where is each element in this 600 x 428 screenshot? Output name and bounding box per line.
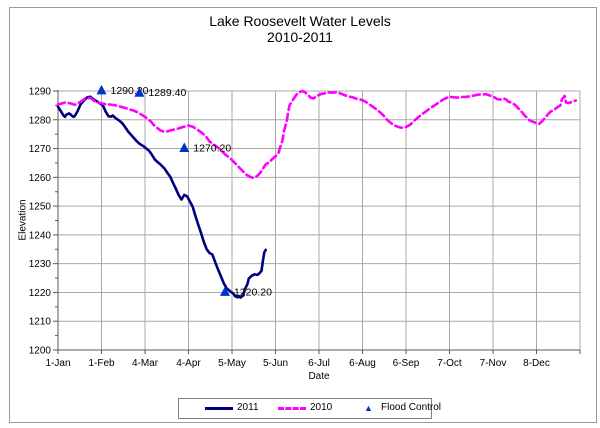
y-axis-title: Elevation — [17, 199, 29, 241]
y-tick-label: 1240 — [29, 230, 52, 241]
chart-title-line2: 2010-2011 — [267, 29, 333, 45]
flood-control-marker — [96, 84, 107, 95]
y-tick-label: 1260 — [29, 173, 52, 184]
y-tick-label: 1270 — [29, 144, 52, 155]
legend-2011-label: 2011 — [237, 402, 259, 413]
legend-2010-label: 2010 — [310, 402, 333, 413]
x-tick-label: 7-Nov — [480, 358, 507, 369]
x-tick-label: 1-Feb — [88, 358, 115, 369]
y-tick-label: 1290 — [29, 87, 52, 98]
chart-title: Lake Roosevelt Water Levels 2010-2011 — [0, 13, 600, 45]
x-tick-label: 6-Aug — [349, 358, 376, 369]
x-tick-label: 4-Apr — [176, 358, 201, 369]
y-tick-label: 1280 — [29, 115, 52, 126]
x-axis-title: Date — [308, 371, 330, 382]
x-tick-label: 6-Jul — [308, 358, 330, 369]
x-tick-label: 7-Oct — [437, 358, 462, 369]
legend-2011-line-sample — [205, 407, 233, 410]
flood-control-marker — [134, 87, 145, 97]
x-tick-label: 5-Jun — [263, 358, 288, 369]
x-tick-label: 1-Jan — [45, 358, 70, 369]
x-tick-label: 4-Mar — [132, 358, 159, 369]
chart-title-line1: Lake Roosevelt Water Levels — [209, 13, 391, 29]
y-tick-label: 1230 — [29, 259, 52, 270]
legend: 2011 2010 ▲ Flood Control — [178, 398, 441, 419]
flood-control-annotation: 1220.20 — [234, 286, 272, 298]
y-tick-label: 1200 — [29, 346, 52, 357]
flood-control-marker — [179, 142, 190, 152]
y-tick-label: 1250 — [29, 202, 52, 213]
x-tick-label: 5-May — [218, 358, 246, 369]
flood-control-annotation: 1289.40 — [148, 87, 186, 99]
y-tick-label: 1220 — [29, 288, 52, 299]
flood-control-annotation: 1270.20 — [193, 142, 231, 154]
flood-control-marker — [219, 286, 230, 296]
figure-border — [9, 7, 597, 423]
y-tick-label: 1210 — [29, 317, 52, 328]
legend-flood-control-marker-icon: ▲ — [364, 403, 373, 413]
legend-flood-control-label: Flood Control — [381, 402, 442, 413]
x-tick-label: 8-Dec — [523, 358, 550, 369]
x-tick-label: 6-Sep — [393, 358, 420, 369]
series-line-2011 — [56, 95, 268, 299]
legend-2010-line-sample — [278, 407, 306, 410]
series-line-2010 — [56, 89, 578, 180]
